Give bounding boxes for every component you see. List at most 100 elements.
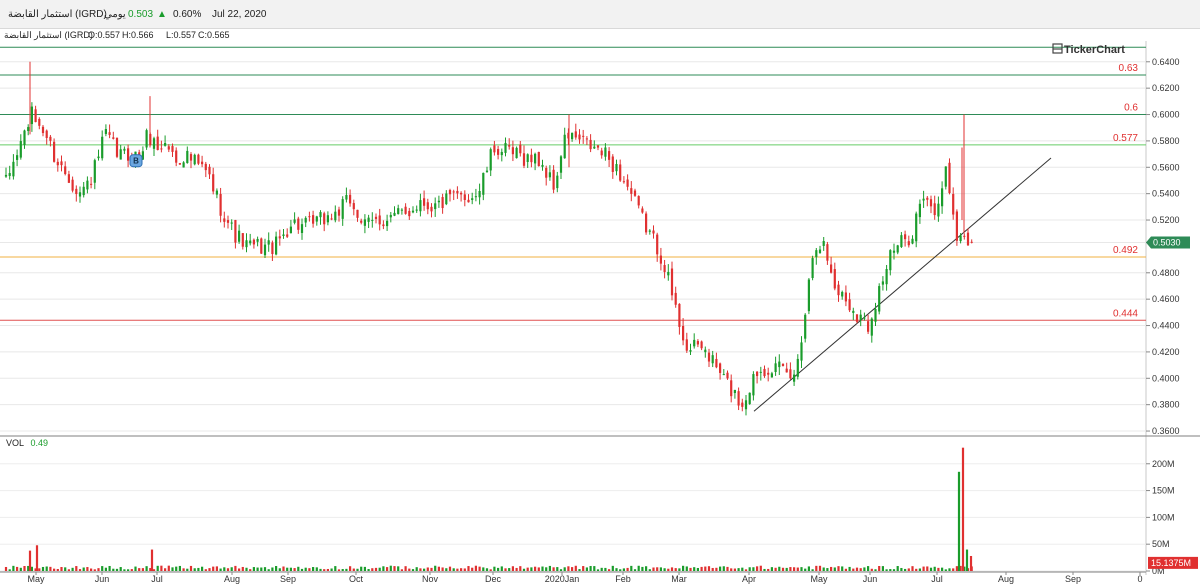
candle-body xyxy=(223,218,226,222)
candle-body xyxy=(152,138,156,149)
candle-body xyxy=(767,372,770,375)
candle-body xyxy=(789,369,792,379)
volume-bar xyxy=(722,566,725,571)
volume-bar xyxy=(101,566,104,571)
volume-title: VOL xyxy=(6,438,25,448)
candle-body xyxy=(423,198,426,206)
candle-body xyxy=(345,195,348,200)
candle-body xyxy=(411,210,415,213)
candle-body xyxy=(326,215,329,223)
volume-bar xyxy=(182,568,185,571)
volume-bar xyxy=(352,568,355,571)
candle-body xyxy=(804,314,807,339)
volume-bar xyxy=(71,567,74,571)
candle-body xyxy=(556,175,559,189)
candle-body xyxy=(830,264,833,273)
volume-bar xyxy=(770,567,773,571)
candle-body xyxy=(456,190,459,194)
volume-bar xyxy=(430,567,433,571)
candle-body xyxy=(252,239,255,245)
candle-body xyxy=(700,341,703,349)
volume-bar xyxy=(171,567,174,571)
volume-bar xyxy=(482,567,485,571)
volume-bar xyxy=(759,565,762,571)
volume-bar xyxy=(230,567,233,571)
candle-body xyxy=(226,220,230,223)
volume-bar xyxy=(49,566,52,571)
candle-body xyxy=(178,163,181,165)
price-tick-label: 0.6200 xyxy=(1152,83,1180,93)
volume-bar xyxy=(674,568,677,571)
last-price-badge-text: 0.5030 xyxy=(1153,237,1181,247)
candle-body xyxy=(615,164,618,172)
volume-bar xyxy=(41,566,45,571)
candle-body xyxy=(756,371,759,377)
volume-bar xyxy=(86,567,89,571)
volume-bar xyxy=(493,566,496,571)
candle-body xyxy=(730,380,733,397)
volume-bar xyxy=(97,568,100,571)
candle-body xyxy=(955,211,958,241)
volume-bar xyxy=(571,567,574,571)
candle-body xyxy=(64,166,67,175)
candle-body xyxy=(630,188,633,194)
volume-bar xyxy=(900,567,903,571)
volume-bar xyxy=(371,568,374,571)
candle-body xyxy=(678,303,681,327)
candle-body xyxy=(34,109,37,123)
volume-bar xyxy=(360,566,363,571)
price-tick-label: 0.4800 xyxy=(1152,268,1180,278)
volume-bar xyxy=(508,568,511,571)
volume-label: VOL 0.49 xyxy=(6,438,52,448)
volume-value: 0.49 xyxy=(30,438,49,448)
volume-bar xyxy=(833,567,836,571)
volume-bar xyxy=(800,567,803,571)
candle-body xyxy=(796,358,799,377)
volume-bar xyxy=(741,567,744,571)
level-label: 0.444 xyxy=(1113,308,1138,319)
candle-body xyxy=(959,235,962,242)
volume-bar xyxy=(622,568,625,571)
volume-bar xyxy=(156,565,159,571)
candle-body xyxy=(145,130,148,148)
volume-bar xyxy=(485,568,489,571)
volume-bar xyxy=(345,568,348,571)
candle-body xyxy=(889,250,892,271)
level-label: 0.6 xyxy=(1124,103,1138,114)
volume-bar xyxy=(260,567,263,571)
volume-bar xyxy=(600,567,603,571)
volume-bar xyxy=(445,568,448,571)
volume-bar xyxy=(204,569,207,571)
candle-body xyxy=(763,368,766,377)
candle-body xyxy=(785,368,788,373)
volume-bar xyxy=(426,567,429,571)
candle-body xyxy=(160,148,163,150)
volume-bar xyxy=(578,569,581,571)
volume-bar xyxy=(408,568,411,571)
volume-bar xyxy=(904,568,907,571)
candle-body xyxy=(600,150,603,156)
volume-bar xyxy=(149,568,152,571)
volume-bar xyxy=(23,566,26,571)
volume-bar xyxy=(541,566,544,571)
candle-body xyxy=(522,153,526,166)
volume-bar xyxy=(252,567,255,571)
candle-body xyxy=(489,149,492,171)
candle-body xyxy=(312,215,315,224)
candle-body xyxy=(127,148,130,161)
candle-body xyxy=(56,161,59,166)
volume-bar xyxy=(863,567,866,571)
volume-bar xyxy=(604,567,607,571)
candle-body xyxy=(197,154,200,164)
candle-body xyxy=(641,208,644,213)
volume-bar xyxy=(522,568,526,571)
candle-body xyxy=(238,230,241,242)
volume-bar xyxy=(337,569,341,571)
volume-bar xyxy=(275,566,278,571)
volume-bar xyxy=(596,569,600,571)
candle-body xyxy=(293,219,296,223)
candle-body xyxy=(8,173,11,176)
ohlc-high: H:0.566 xyxy=(122,30,154,40)
volume-bar xyxy=(130,569,133,571)
volume-bar xyxy=(926,566,929,571)
